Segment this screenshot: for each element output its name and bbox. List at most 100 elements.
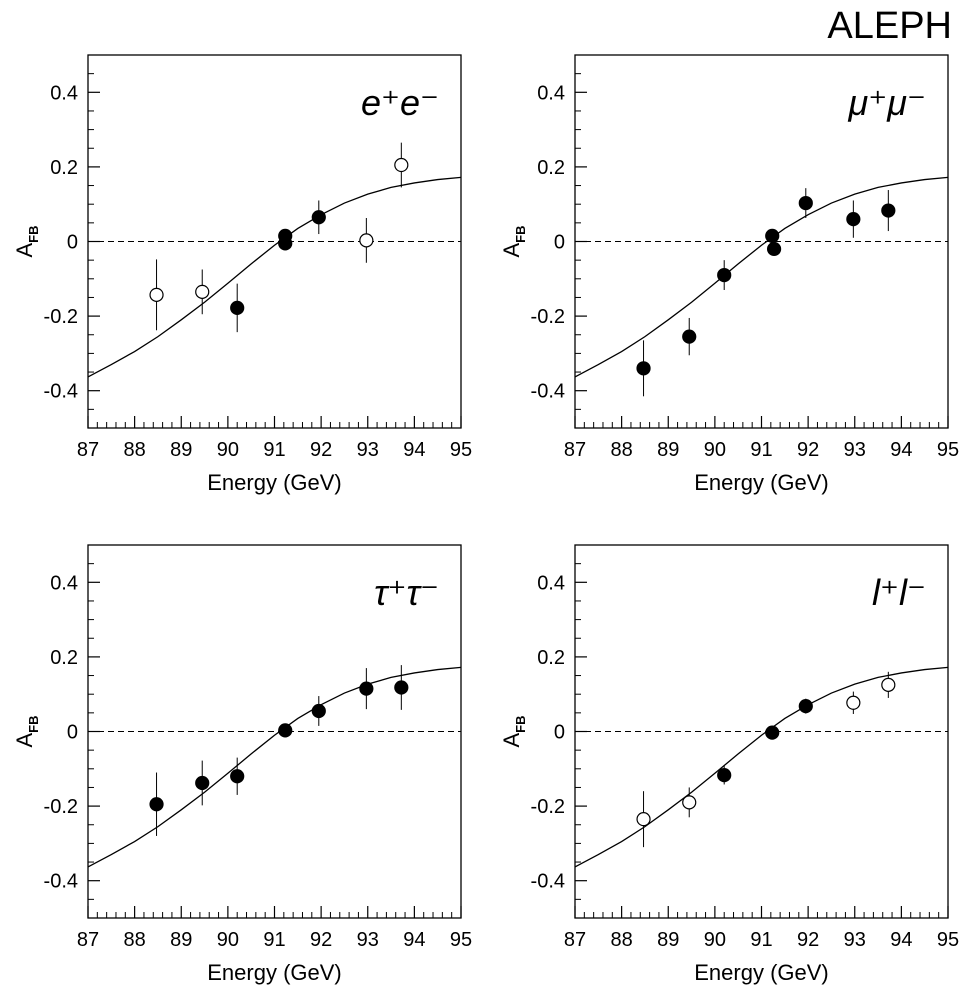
y-tick-label: -0.2 <box>44 306 78 328</box>
filled-point <box>311 210 326 225</box>
filled-point <box>881 203 896 218</box>
y-tick-label: 0.4 <box>537 82 565 104</box>
y-axis-label-main: A <box>499 733 524 748</box>
y-tick-label: -0.4 <box>44 381 78 403</box>
x-tick-label: 91 <box>750 929 772 951</box>
x-tick-label: 93 <box>844 439 866 461</box>
panel-label: μ⁺μ⁻ <box>848 82 926 123</box>
x-tick-label: 95 <box>450 439 472 461</box>
x-tick-label: 87 <box>77 929 99 951</box>
fit-curve <box>87 666 462 868</box>
filled-point <box>230 769 245 784</box>
filled-point <box>394 680 409 695</box>
x-tick-label: 91 <box>750 439 772 461</box>
x-tick-label: 89 <box>170 929 192 951</box>
x-axis-label: Energy (GeV) <box>207 470 342 495</box>
filled-point <box>766 241 782 257</box>
y-tick-label: 0.2 <box>50 647 78 669</box>
y-tick-label: 0.4 <box>50 82 78 104</box>
x-tick-label: 95 <box>450 929 472 951</box>
x-tick-label: 93 <box>357 929 379 951</box>
y-axis-label-main: A <box>499 243 524 258</box>
y-axis-label-main: A <box>12 243 37 258</box>
x-tick-label: 94 <box>403 929 425 951</box>
y-tick-label: 0.2 <box>537 647 565 669</box>
panel-label: e⁺e⁻ <box>361 82 439 123</box>
panel: 87 88 89 90 91 92 93 94 95 -0.4 -0.2 0 0.2 0.4 Energy … <box>12 54 472 495</box>
fit-curve <box>574 666 949 868</box>
x-axis-label: Energy (GeV) <box>694 960 829 985</box>
x-tick-label: 90 <box>704 439 726 461</box>
panel: 87 88 89 90 91 92 93 94 95 -0.4 -0.2 0 0.2 0.4 Energy … <box>499 544 959 985</box>
x-tick-label: 95 <box>937 929 959 951</box>
y-tick-label: -0.2 <box>531 306 565 328</box>
x-tick-label: 87 <box>564 439 586 461</box>
open-point <box>846 695 861 710</box>
filled-point <box>798 195 813 211</box>
x-tick-label: 92 <box>310 439 332 461</box>
filled-point <box>798 699 813 714</box>
panel: 87 88 89 90 91 92 93 94 95 -0.4 -0.2 0 0.2 0.4 Energy … <box>12 544 472 985</box>
fit-curve <box>87 176 462 378</box>
filled-point <box>149 797 164 812</box>
panel-label: τ⁺τ⁻ <box>374 572 439 613</box>
x-tick-label: 91 <box>263 439 285 461</box>
figure-title: ALEPH <box>827 5 952 47</box>
y-axis-label: AFB <box>12 225 41 257</box>
y-axis-label-subscript: FB <box>26 715 41 732</box>
x-tick-label: 90 <box>704 929 726 951</box>
y-tick-label: 0.2 <box>537 157 565 179</box>
open-point <box>195 284 210 299</box>
open-point <box>682 795 697 810</box>
filled-point <box>636 361 651 376</box>
filled-point <box>278 723 293 738</box>
y-tick-label: 0.2 <box>50 157 78 179</box>
panel-label: l⁺l⁻ <box>872 572 926 613</box>
x-tick-label: 94 <box>403 439 425 461</box>
x-tick-label: 92 <box>797 439 819 461</box>
panel: 87 88 89 90 91 92 93 94 95 -0.4 -0.2 0 0.2 0.4 Energy … <box>499 54 959 495</box>
open-point <box>636 812 651 827</box>
x-tick-label: 90 <box>217 439 239 461</box>
filled-point <box>717 768 732 783</box>
x-tick-label: 88 <box>124 439 146 461</box>
x-tick-label: 89 <box>170 439 192 461</box>
y-axis-label-subscript: FB <box>513 225 528 242</box>
filled-point <box>682 329 697 344</box>
y-axis-label-main: A <box>12 733 37 748</box>
x-axis-label: Energy (GeV) <box>207 960 342 985</box>
x-tick-label: 92 <box>797 929 819 951</box>
x-tick-label: 92 <box>310 929 332 951</box>
filled-point <box>765 228 780 244</box>
y-tick-label: -0.4 <box>44 871 78 893</box>
x-axis-label: Energy (GeV) <box>694 470 829 495</box>
filled-point <box>195 775 210 791</box>
x-tick-label: 94 <box>890 929 912 951</box>
y-tick-label: -0.4 <box>531 381 565 403</box>
filled-point <box>311 703 326 719</box>
filled-point <box>278 236 293 251</box>
x-tick-label: 94 <box>890 439 912 461</box>
x-tick-label: 89 <box>657 929 679 951</box>
x-tick-label: 90 <box>217 929 239 951</box>
x-tick-label: 88 <box>611 439 633 461</box>
y-tick-label: 0 <box>554 232 565 254</box>
y-tick-label: -0.4 <box>531 871 565 893</box>
y-axis-label: AFB <box>499 715 528 747</box>
y-tick-label: 0.4 <box>537 572 565 594</box>
open-point <box>359 233 374 248</box>
y-tick-label: -0.2 <box>531 796 565 818</box>
y-tick-label: 0 <box>67 722 78 744</box>
open-point <box>881 677 896 692</box>
y-axis-label-subscript: FB <box>26 225 41 242</box>
x-tick-label: 93 <box>357 439 379 461</box>
x-tick-label: 95 <box>937 439 959 461</box>
filled-point <box>765 725 780 740</box>
x-tick-label: 87 <box>564 929 586 951</box>
x-tick-label: 87 <box>77 439 99 461</box>
x-tick-label: 93 <box>844 929 866 951</box>
x-tick-label: 89 <box>657 439 679 461</box>
y-tick-label: -0.2 <box>44 796 78 818</box>
